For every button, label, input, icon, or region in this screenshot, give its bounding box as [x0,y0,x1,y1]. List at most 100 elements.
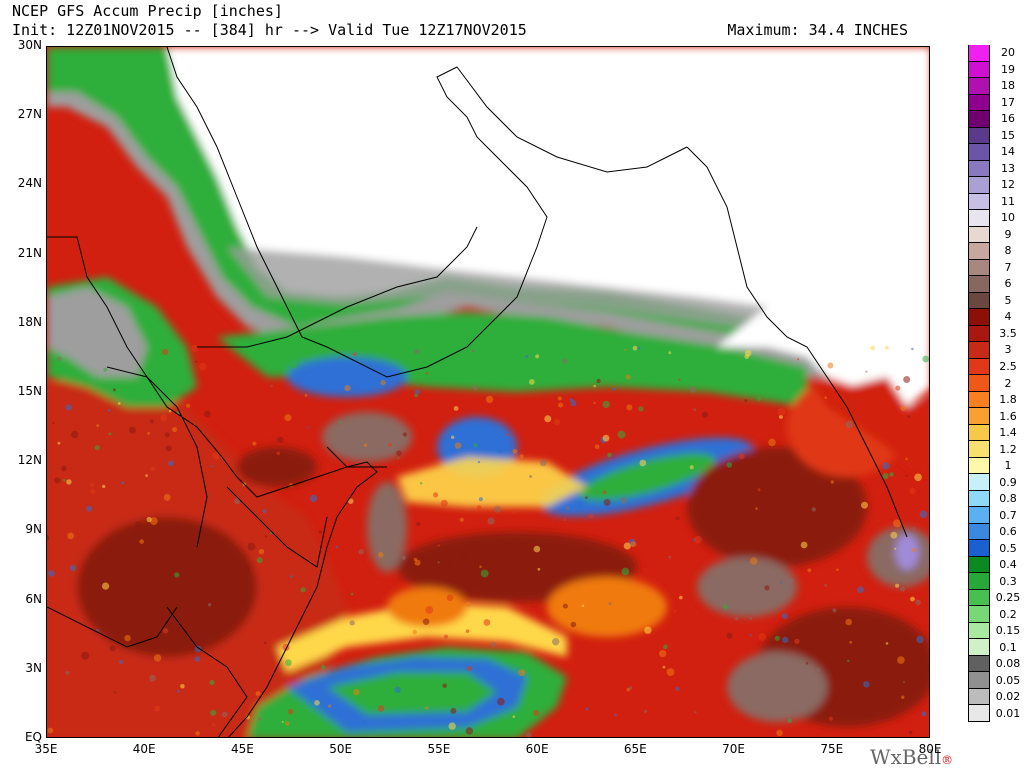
precip-speckle [553,418,560,426]
precip-speckles [47,344,929,737]
legend-label: 6 [1004,277,1012,291]
precip-speckle [613,387,616,391]
precip-speckle [114,691,117,694]
precip-speckle [603,498,611,506]
precip-speckle [348,498,354,504]
precip-speckle [147,432,150,435]
precip-speckle [824,396,827,400]
precip-speckle [643,709,648,713]
precip-speckle [256,557,263,564]
precip-speckle [795,692,803,699]
precip-speckle [662,665,666,669]
precip-speckle [442,683,448,688]
precip-speckle [882,473,889,480]
precip-speckle [625,374,631,380]
precip-speckle [276,451,280,456]
legend-label: 4 [1004,310,1012,324]
legend-label: 10 [1001,211,1015,225]
precip-speckle [309,494,318,503]
precip-speckle [776,729,783,737]
precip-speckle [422,618,430,625]
precip-speckle [277,436,284,443]
precip-speckle [481,365,486,370]
legend-swatch [969,144,989,161]
precip-speckle [519,675,524,680]
precip-speckle [356,483,360,486]
precip-speckle [827,362,834,369]
precip-speckle [910,596,915,602]
precip-speckle [162,628,169,634]
precip-speckle [811,507,816,512]
legend-swatch [969,507,989,524]
precip-speckle [103,367,108,372]
precip-speckle [174,572,180,578]
precip-speckle [473,443,478,448]
legend-label: 0.6 [999,525,1017,539]
precip-speckle [163,493,171,501]
precip-speckle [512,510,516,514]
legend-swatch [969,111,989,128]
precip-speckle [805,661,809,665]
precip-speckle [362,720,367,725]
precip-speckle [496,446,504,454]
precip-speckle [861,501,868,509]
precip-speckle [397,457,400,460]
lat-label: EQ [24,730,42,744]
legend-label: 2.5 [999,359,1017,373]
lon-label: 75E [820,742,844,756]
precip-speckle [459,517,464,522]
lat-label: 3N [25,660,42,675]
precip-speckle [204,410,211,418]
precip-speckle [750,557,758,565]
precip-speckle [857,586,864,594]
precip-speckle [168,409,172,413]
precip-speckle [191,344,199,352]
precip-speckle [69,564,77,572]
legend-label: 1.8 [999,393,1017,406]
precip-speckle [726,462,733,468]
precip-speckle [914,473,922,482]
precip-speckle [129,426,136,434]
legend-swatch [969,639,989,656]
precip-speckle [552,638,560,646]
legend-label: 0.3 [999,574,1017,588]
legend-label: 7 [1004,260,1012,274]
precip-speckle [117,402,121,405]
lat-label: 6N [25,591,42,606]
init-valid-line: Init: 12Z01NOV2015 -- [384] hr --> Valid… [12,21,527,39]
precip-speckle [797,358,800,361]
precip-speckle [694,535,702,544]
precip-speckle [885,642,889,645]
lon-label: 50E [329,742,353,756]
precip-speckle [644,626,652,634]
precip-speckle [183,580,186,583]
precip-speckle [289,575,293,578]
precip-speckle [693,408,697,412]
precip-speckle [758,633,766,641]
legend-swatch [969,441,989,458]
precip-speckle [145,474,148,477]
precip-speckle [919,510,928,519]
precip-speckle [602,490,607,495]
precip-speckle [816,667,821,672]
precip-speckle [146,516,152,523]
precip-speckle [350,592,354,596]
legend-label: 8 [1004,244,1012,258]
precip-speckle [894,547,897,550]
precip-speckle [845,618,852,626]
precip-speckle [466,665,473,672]
legend-swatch [969,61,989,78]
precip-speckle [895,385,901,391]
precip-speckle [212,599,217,604]
chart-title: NCEP GFS Accum Precip [inches] [12,2,283,20]
precip-speckle [593,401,596,404]
legend-label: 14 [1001,145,1015,159]
precip-speckle [585,496,588,499]
precip-speckle [401,555,406,560]
precip-speckle [270,384,273,388]
precip-speckle [749,617,752,620]
precip-speckle [94,445,100,451]
precip-speckle [755,507,758,510]
legend-swatch [969,94,989,112]
precip-speckle [882,462,890,470]
